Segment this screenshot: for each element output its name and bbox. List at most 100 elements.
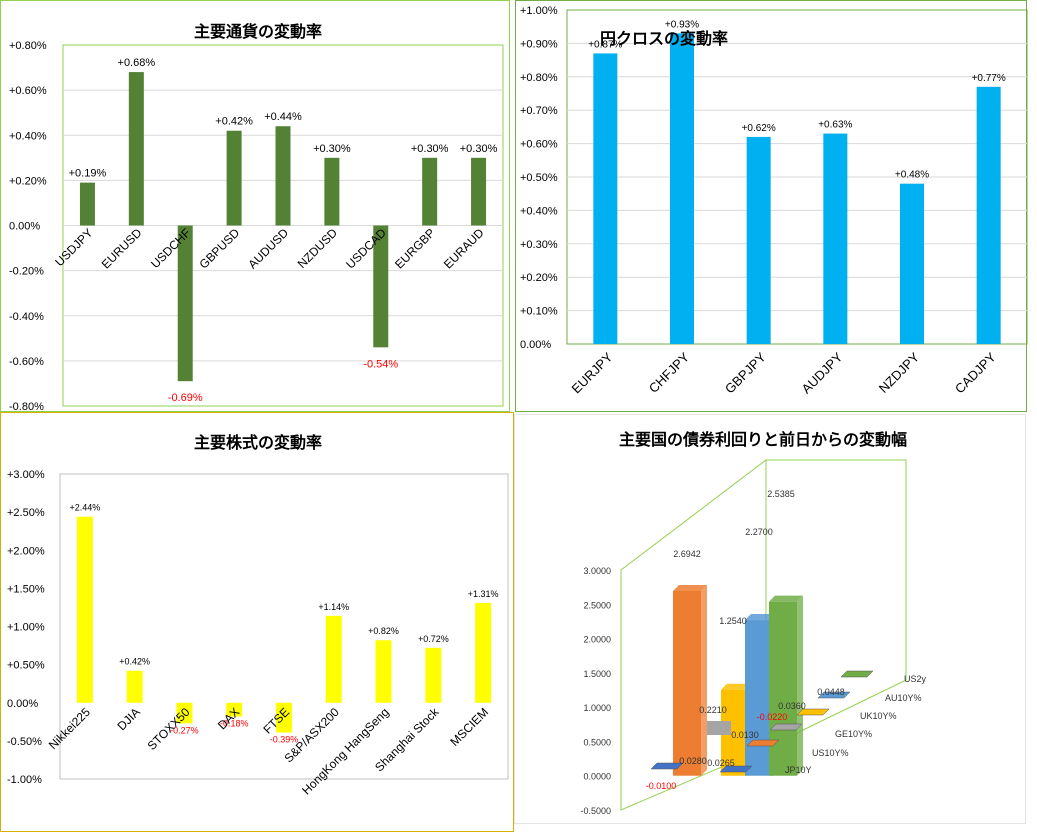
category-label: US2y xyxy=(904,674,927,684)
major-stock-bar-chart: +3.00% +2.50% +2.00% +1.50% +1.00% +0.50% 0.00… xyxy=(7,469,509,797)
bar xyxy=(373,225,389,348)
y-tick-label: 0.00% xyxy=(520,339,551,351)
category-label: MSCIEM xyxy=(447,705,491,749)
bar xyxy=(976,86,1001,344)
bar xyxy=(746,136,771,344)
yen-cross-bar-chart: +1.00% +0.90% +0.80% +0.70% +0.60% +0.50% +0.4… xyxy=(520,5,1028,396)
category-label: JP10Y xyxy=(785,765,812,775)
data-label: 0.2210 xyxy=(699,705,727,715)
data-label: +0.62% xyxy=(742,123,776,134)
bar-level-us2y-side xyxy=(797,595,803,776)
y-tick-label: +0.20% xyxy=(520,272,558,284)
bar xyxy=(823,133,848,344)
y-tick-label: 2.0000 xyxy=(583,635,611,645)
bar-change xyxy=(796,708,830,716)
data-label: -0.0220 xyxy=(757,712,788,722)
bar xyxy=(76,516,93,703)
category-label: CHFJPY xyxy=(646,349,693,396)
data-label: +0.19% xyxy=(69,168,107,180)
y-tick-label: +2.50% xyxy=(7,507,45,519)
bar xyxy=(375,640,392,703)
plot-area xyxy=(59,473,509,780)
chart-title: 主要通貨の変動率 xyxy=(194,24,323,41)
bar-change xyxy=(817,691,851,699)
bar xyxy=(593,53,618,345)
y-tick-label: -0.40% xyxy=(9,311,44,323)
category-label: GBPUSD xyxy=(196,225,242,271)
data-label: 0.0265 xyxy=(707,758,735,768)
bar-level-us10y xyxy=(673,590,701,776)
data-label: -0.18% xyxy=(220,718,249,728)
y-tick-label: +0.50% xyxy=(520,172,558,184)
data-label: 2.6942 xyxy=(673,549,701,559)
y-tick-label: +0.40% xyxy=(9,130,47,142)
category-label: USDJPY xyxy=(52,226,95,269)
y-tick-label: 0.5000 xyxy=(583,737,611,747)
y-tick-label: 0.00% xyxy=(9,221,40,233)
data-label: +0.42% xyxy=(119,657,150,667)
bar-change xyxy=(769,723,803,731)
bar xyxy=(422,157,438,226)
bar-change xyxy=(719,765,753,773)
data-label: +0.30% xyxy=(313,143,351,155)
data-label: +0.82% xyxy=(368,626,399,636)
data-label: 2.2700 xyxy=(745,527,773,537)
data-label: +0.93% xyxy=(665,19,699,30)
category-label: DJIA xyxy=(114,705,142,733)
bar xyxy=(226,130,242,226)
bar-change xyxy=(650,762,684,770)
category-label: CADJPY xyxy=(952,349,999,396)
y-tick-label: -0.60% xyxy=(9,356,44,368)
data-label: 2.5385 xyxy=(767,489,795,499)
bar xyxy=(324,157,340,226)
y-tick-label: 1.5000 xyxy=(583,669,611,679)
y-tick-label: +0.30% xyxy=(520,239,558,251)
category-label: EURUSD xyxy=(99,225,145,271)
y-tick-label: +0.90% xyxy=(520,38,558,50)
chart-title: 主要株式の変動率 xyxy=(194,435,323,452)
y-tick-label: 3.0000 xyxy=(583,566,611,576)
y-tick-label: +0.60% xyxy=(520,139,558,151)
y-tick-label: +0.60% xyxy=(9,85,47,97)
bond-yield-3d-chart: 3.0000 2.5000 2.0000 1.5000 1.0000 0.5000 0.00… xyxy=(580,459,927,816)
data-label: -0.54% xyxy=(363,358,398,370)
y-tick-label: +0.10% xyxy=(520,306,558,318)
y-tick-label: -0.20% xyxy=(9,266,44,278)
data-label: +2.44% xyxy=(69,503,100,513)
category-label: NZDJPY xyxy=(876,349,923,396)
major-currency-bar-chart: +0.80% +0.60% +0.40% +0.20% 0.00% -0.20% -0.40… xyxy=(9,40,504,413)
bond-yield-chart-panel: 主要国の債券利回りと前日からの変動幅 3.0000 2.5000 2.0000 1.5… xyxy=(514,414,1026,824)
bar xyxy=(471,157,487,226)
yen-cross-chart-panel: +1.00% +0.90% +0.80% +0.70% +0.60% +0.50% +0.4… xyxy=(515,0,1028,412)
chart-title: 円クロスの変動率 xyxy=(600,31,729,48)
bar xyxy=(226,702,243,717)
y-tick-label: +3.00% xyxy=(7,469,45,481)
y-tick-label: 1.0000 xyxy=(583,703,611,713)
y-tick-label: 0.0000 xyxy=(583,772,611,782)
bar xyxy=(276,702,292,733)
data-label: -0.27% xyxy=(170,725,199,735)
bar xyxy=(900,183,924,344)
data-label: +0.68% xyxy=(118,57,156,69)
y-tick-label: +0.50% xyxy=(7,660,45,672)
bar xyxy=(325,615,342,703)
data-label: +0.87% xyxy=(588,39,622,50)
bar-level-us2y-top xyxy=(769,595,803,602)
category-label: GE10Y% xyxy=(835,729,872,739)
data-label: +1.31% xyxy=(468,589,499,599)
bar-level-us10y-top xyxy=(673,584,707,591)
bar-change xyxy=(840,670,874,678)
data-label: +0.77% xyxy=(972,73,1006,84)
category-label: EURJPY xyxy=(569,349,616,396)
bar xyxy=(475,602,492,703)
category-label: GBPJPY xyxy=(722,349,769,396)
y-tick-label: +0.80% xyxy=(9,40,47,52)
data-label: 1.2540 xyxy=(719,616,747,626)
bar-change xyxy=(746,739,780,747)
bar-level-us10y-side xyxy=(701,584,707,776)
category-label: AUDJPY xyxy=(799,349,846,396)
y-tick-label: +1.50% xyxy=(7,583,45,595)
data-label: +0.63% xyxy=(818,120,852,131)
y-tick-label: +0.40% xyxy=(520,205,558,217)
data-label: +0.30% xyxy=(460,143,498,155)
